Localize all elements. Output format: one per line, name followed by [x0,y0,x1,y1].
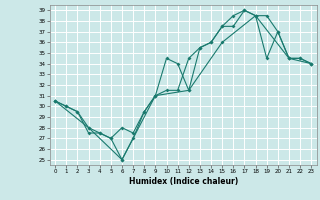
X-axis label: Humidex (Indice chaleur): Humidex (Indice chaleur) [129,177,238,186]
